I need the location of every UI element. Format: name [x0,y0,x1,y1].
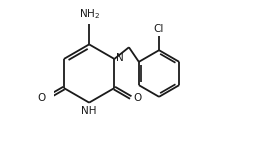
Text: N: N [116,53,124,63]
Text: Cl: Cl [154,24,164,34]
Text: NH$_2$: NH$_2$ [79,8,100,21]
Text: NH: NH [81,106,96,116]
Text: O: O [133,93,141,103]
Text: O: O [37,92,45,102]
